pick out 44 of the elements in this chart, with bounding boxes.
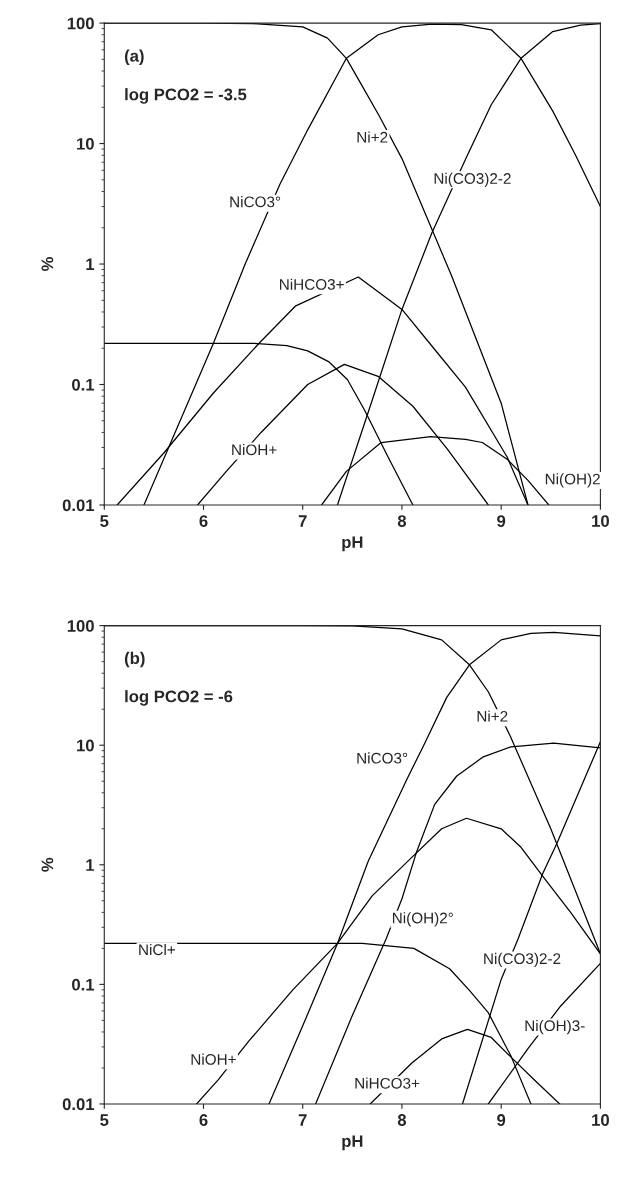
- y-tick-label: 0.1: [72, 978, 95, 991]
- y-tick-label: 0.01: [62, 1098, 95, 1111]
- y-axis-title: %: [41, 257, 54, 272]
- x-tick-label: 8: [397, 1114, 407, 1126]
- x-tick-label: 6: [199, 515, 208, 527]
- x-tick-label: 5: [100, 515, 109, 527]
- series-label: Ni(OH)3-: [525, 1019, 585, 1035]
- annotation: log PCO2 = -3.5: [125, 88, 247, 104]
- x-axis-title: pH: [342, 536, 363, 552]
- series-label: Ni(OH)2°: [392, 912, 453, 927]
- series-label: Ni(CO3)2-2: [484, 952, 561, 968]
- series-label: NiOH+: [232, 443, 277, 456]
- series-label: NiCl+: [139, 943, 175, 956]
- series-label: NiCO3°: [230, 196, 281, 208]
- annotation: (b): [124, 651, 145, 668]
- x-tick-label: 7: [298, 515, 307, 527]
- x-axis-title: pH: [342, 1135, 363, 1151]
- x-tick-label: 9: [497, 515, 506, 527]
- series-label: Ni(CO3)2-2: [434, 172, 511, 187]
- y-tick-label: 100: [67, 17, 94, 30]
- x-tick-label: 8: [397, 515, 407, 527]
- y-tick-label: 0.01: [62, 499, 95, 512]
- annotation: log PCO2 = -6: [125, 690, 233, 706]
- y-tick-label: 10: [77, 137, 94, 150]
- x-tick-label: 7: [298, 1114, 307, 1126]
- series-label: NiHCO3+: [280, 278, 344, 290]
- x-tick-label: 10: [592, 1114, 609, 1126]
- y-tick-label: 100: [67, 620, 94, 632]
- y-tick-label: 1: [86, 258, 95, 271]
- series-label: NiOH+: [191, 1053, 236, 1065]
- x-tick-label: 9: [497, 1114, 506, 1126]
- y-tick-label: 1: [86, 859, 95, 871]
- y-tick-label: 10: [77, 739, 94, 752]
- annotation: (a): [124, 49, 144, 66]
- y-axis-title: %: [41, 857, 54, 872]
- series-label: Ni+2: [477, 710, 508, 722]
- x-tick-label: 10: [592, 515, 609, 527]
- series-label: Ni(OH)2: [545, 473, 600, 488]
- series-label: NiCO3°: [357, 752, 408, 764]
- y-tick-label: 0.1: [72, 378, 95, 391]
- x-tick-label: 6: [199, 1114, 208, 1126]
- x-tick-label: 5: [100, 1114, 109, 1126]
- series-label: Ni+2: [357, 131, 388, 143]
- series-label: NiHCO3+: [355, 1077, 420, 1089]
